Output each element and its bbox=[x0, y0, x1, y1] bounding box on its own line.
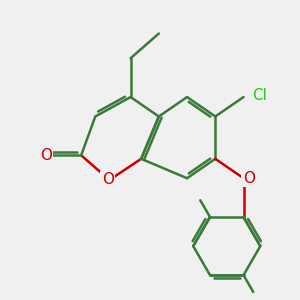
Text: O: O bbox=[102, 172, 114, 188]
Text: Cl: Cl bbox=[252, 88, 267, 103]
Text: O: O bbox=[243, 171, 255, 186]
Text: O: O bbox=[40, 148, 52, 163]
